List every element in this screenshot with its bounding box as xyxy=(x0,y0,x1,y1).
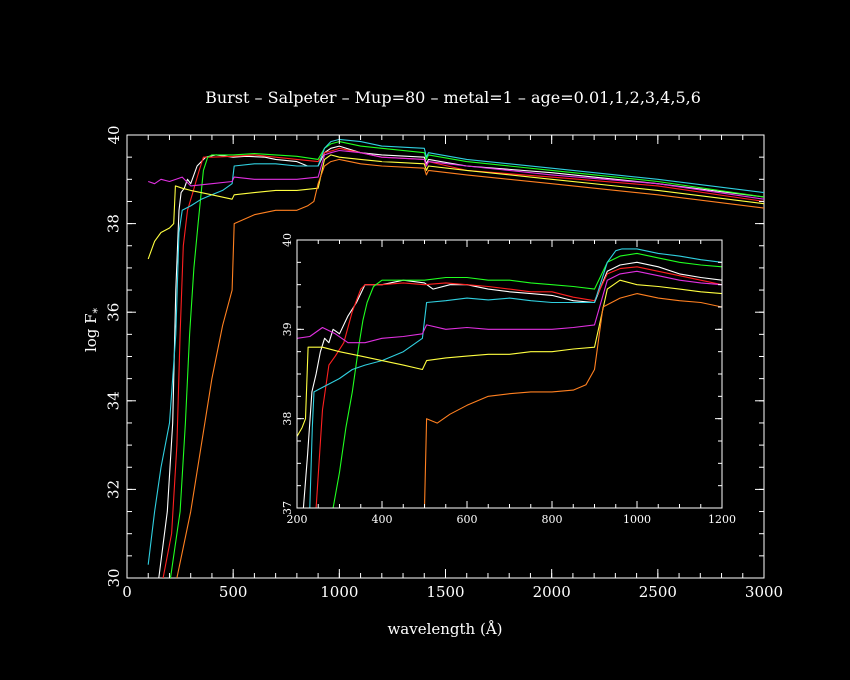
main-y-tick-label: 38 xyxy=(105,214,123,233)
inset-x-tick-label: 200 xyxy=(287,513,308,526)
main-x-tick-label: 500 xyxy=(219,583,248,601)
main-series-line-6 xyxy=(147,154,764,260)
inset-series-line-2 xyxy=(315,266,722,508)
inset-series-line-4 xyxy=(309,248,722,508)
main-series-line-5 xyxy=(148,149,764,200)
main-series-line-4 xyxy=(147,138,764,565)
inset-plot: 200 400 600 800 1000 1200 37 38 39 40 xyxy=(281,233,736,526)
main-x-tick-label: 3000 xyxy=(745,583,783,601)
main-y-tick-label: 34 xyxy=(105,391,123,410)
main-x-tick-label: 1500 xyxy=(426,583,464,601)
chart-title: Burst – Salpeter – Mup=80 – metal=1 – ag… xyxy=(205,88,701,107)
inset-x-tick-label: 400 xyxy=(372,513,393,526)
main-series-group xyxy=(147,138,764,578)
main-x-tick-label: 2000 xyxy=(533,583,571,601)
y-axis-label-subscript: * xyxy=(91,307,104,313)
inset-series-line-6 xyxy=(297,279,722,437)
inset-y-tick-label: 40 xyxy=(281,233,294,247)
inset-x-tick-label: 1200 xyxy=(708,513,736,526)
inset-y-tick-label: 38 xyxy=(281,412,294,426)
y-axis-label-main: log F xyxy=(82,313,100,352)
main-x-tick-label: 2500 xyxy=(639,583,677,601)
main-x-tick-label: 1000 xyxy=(320,583,358,601)
inset-y-tick-label: 37 xyxy=(281,501,294,515)
main-series-line-3 xyxy=(169,141,764,578)
x-axis-label: wavelength (Å) xyxy=(387,620,502,638)
main-y-tick-label: 40 xyxy=(105,125,123,144)
inset-series-line-1 xyxy=(302,261,722,508)
main-series-line-7 xyxy=(176,158,764,578)
main-series-line-1 xyxy=(158,145,764,578)
main-y-tick-label: 30 xyxy=(105,568,123,587)
main-y-tick-label: 32 xyxy=(105,480,123,499)
inset-x-tick-label: 600 xyxy=(457,513,478,526)
inset-series-line-5 xyxy=(297,270,722,344)
main-axes: 0 500 1000 1500 2000 2500 3000 30 32 34 36 38 40 xyxy=(105,125,783,601)
inset-x-tick-label: 1000 xyxy=(623,513,651,526)
inset-series-group xyxy=(297,248,722,508)
inset-x-tick-label: 800 xyxy=(542,513,563,526)
main-y-tick-label: 36 xyxy=(105,303,123,322)
inset-axes: 200 400 600 800 1000 1200 37 38 39 40 xyxy=(281,233,736,526)
y-axis-label: log F* xyxy=(82,307,104,352)
main-x-tick-label: 0 xyxy=(122,583,132,601)
inset-y-tick-label: 39 xyxy=(281,322,294,336)
main-plot: 0 500 1000 1500 2000 2500 3000 30 32 34 36 38 40 xyxy=(105,125,783,601)
inset-series-line-7 xyxy=(423,293,722,508)
